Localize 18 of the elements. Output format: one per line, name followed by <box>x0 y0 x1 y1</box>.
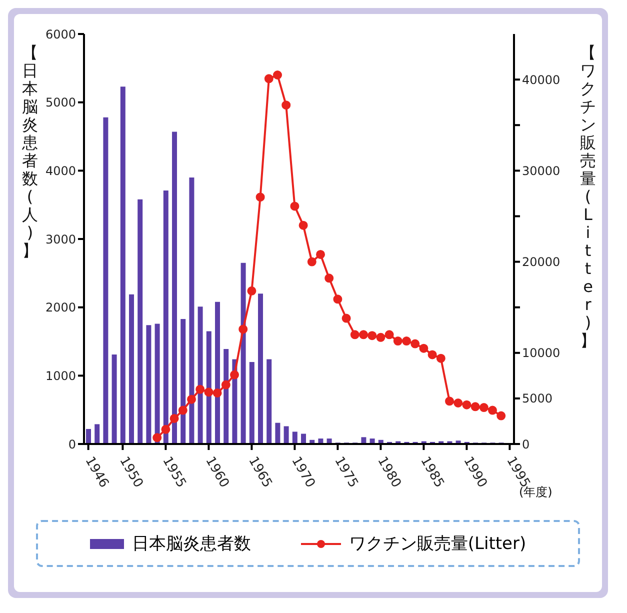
x-axis-title: (年度) <box>519 485 552 501</box>
y-tick-label: 0 <box>68 437 76 452</box>
y-tick-label: 3000 <box>45 232 76 246</box>
y-tick-label: 4000 <box>45 164 76 178</box>
text: 【ワクチン販売量(Litter)】 <box>580 43 596 350</box>
text: 【日本脳炎患者数(人)】 <box>22 43 38 260</box>
y-tick-label: 2000 <box>45 300 76 315</box>
y-tick-label: 5000 <box>45 96 76 110</box>
y2-tick-label: 5000 <box>522 392 553 406</box>
y2-tick-label: 20000 <box>522 255 560 270</box>
legend-label: 日本脳炎患者数 <box>132 533 251 555</box>
y-tick-label: 1000 <box>45 368 76 383</box>
y2-tick-label: 0 <box>522 437 530 452</box>
y2-tick-label: 10000 <box>522 346 560 360</box>
legend-label: ワクチン販売量(Litter) <box>348 533 526 555</box>
y2-tick-label: 30000 <box>522 164 560 178</box>
y2-tick-label: 40000 <box>522 72 560 87</box>
y-tick-label: 6000 <box>45 27 76 42</box>
